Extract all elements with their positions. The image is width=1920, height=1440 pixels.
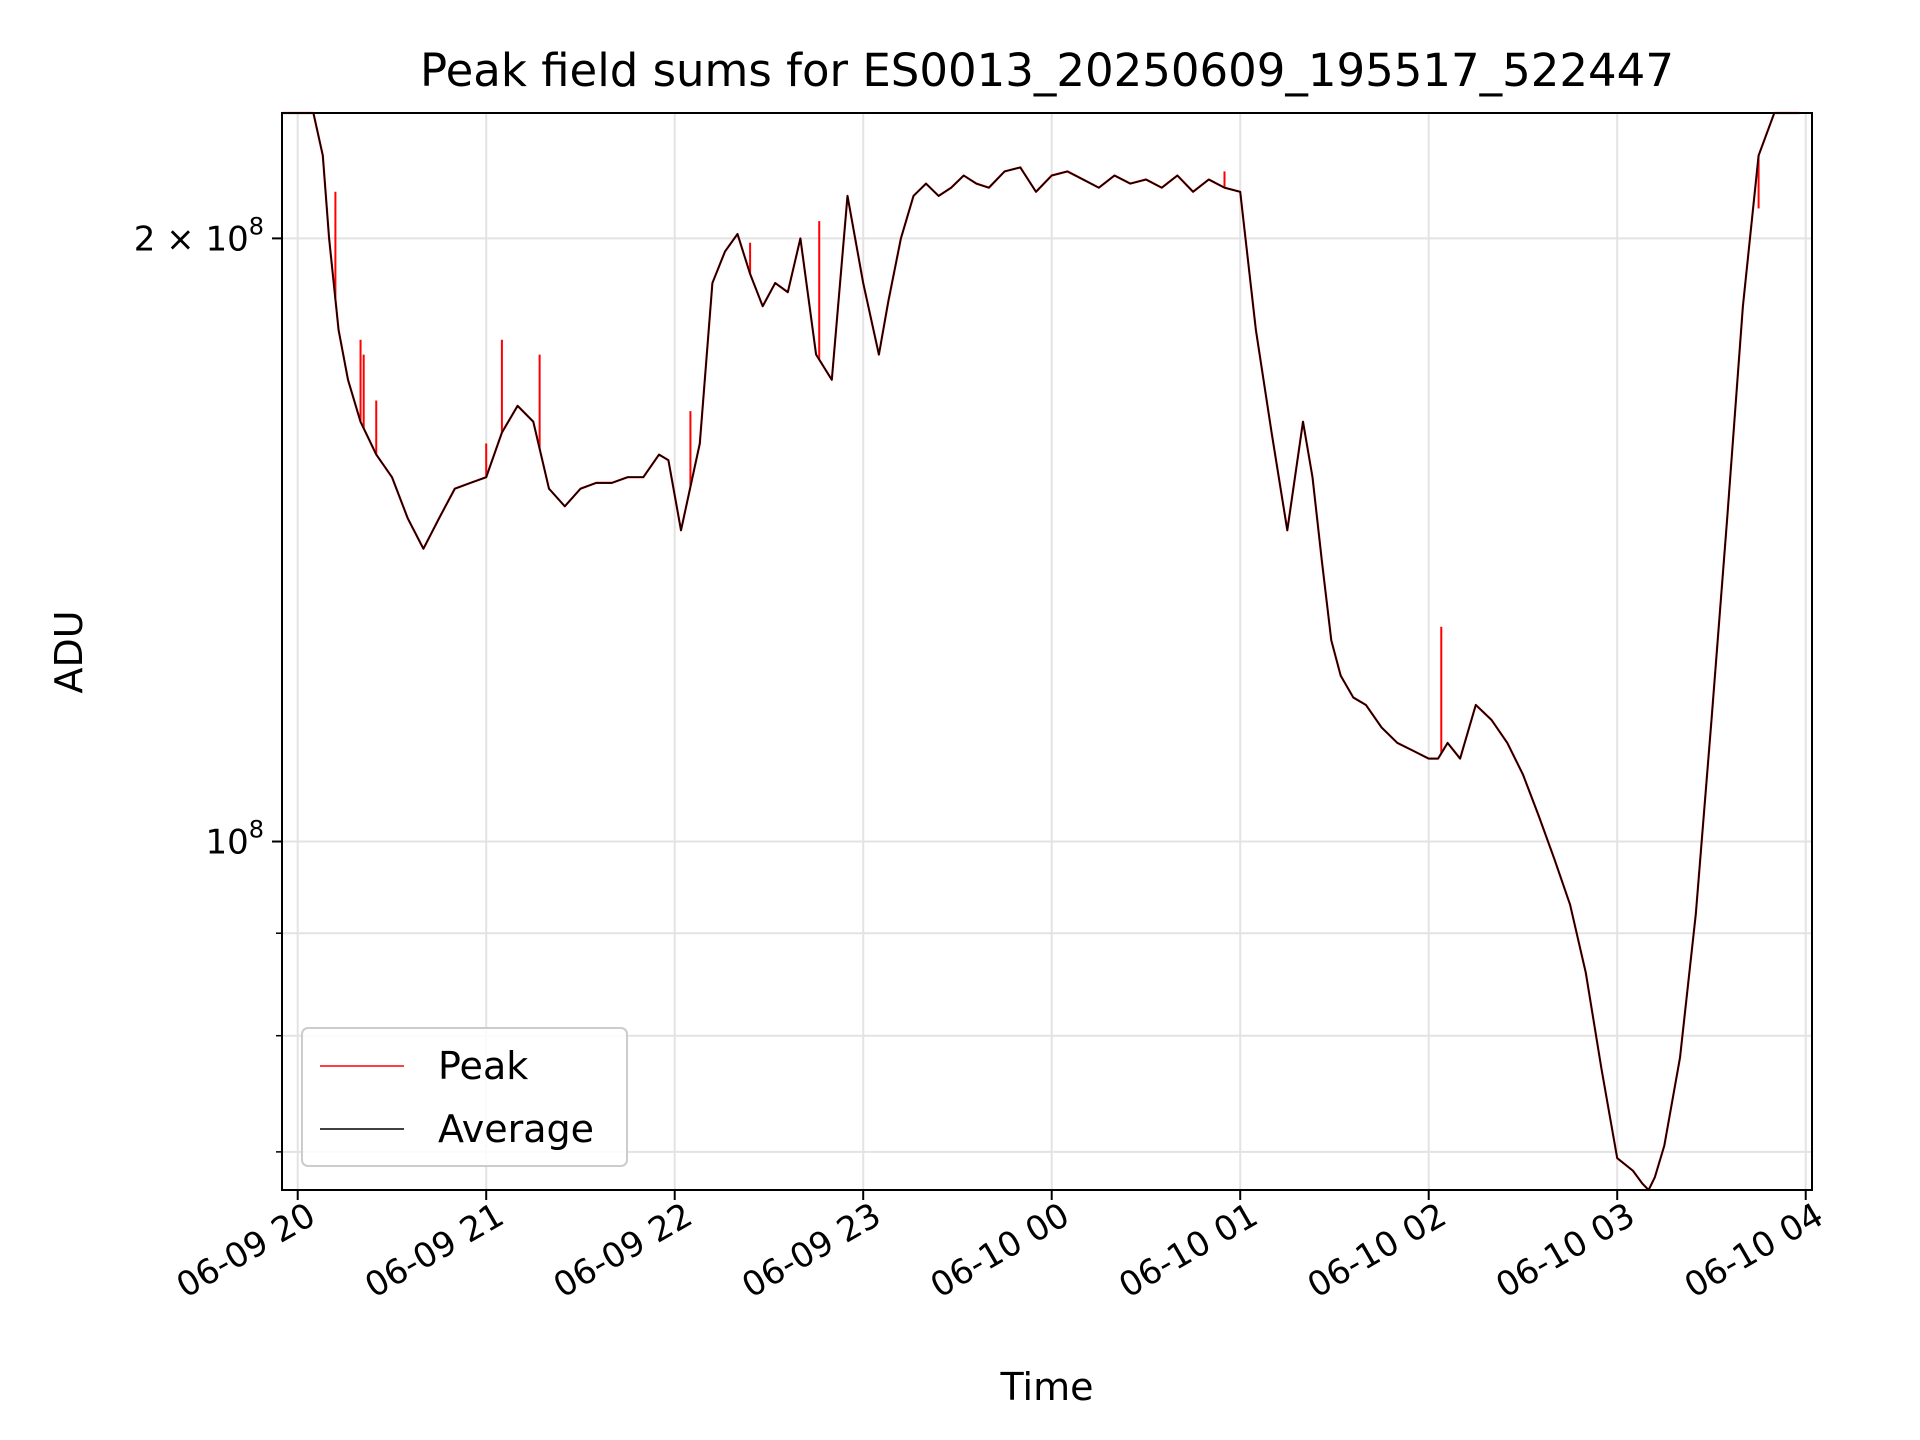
series-layer bbox=[282, 111, 1800, 1192]
legend-box bbox=[301, 1027, 628, 1167]
y-axis-title: ADU bbox=[47, 610, 91, 693]
average-series-line bbox=[282, 112, 1800, 1191]
x-axis-title: Time bbox=[1000, 1365, 1094, 1409]
y-tick-label-exponent: 8 bbox=[249, 816, 264, 844]
legend-peak-label: Peak bbox=[438, 1044, 528, 1088]
chart-title: Peak field sums for ES0013_20250609_1955… bbox=[420, 44, 1674, 97]
legend: Peak Average bbox=[301, 1027, 628, 1167]
grid bbox=[282, 113, 1812, 1190]
y-tick-label-base: 2 × 10 bbox=[134, 219, 249, 259]
plot-frame bbox=[281, 112, 1813, 1191]
y-tick-label-base: 10 bbox=[205, 823, 248, 863]
legend-average-label: Average bbox=[438, 1107, 594, 1151]
y-tick-label-exponent: 8 bbox=[249, 212, 264, 240]
y-tick-label: 2 × 108 bbox=[134, 212, 264, 259]
y-tick-label: 108 bbox=[205, 816, 264, 863]
